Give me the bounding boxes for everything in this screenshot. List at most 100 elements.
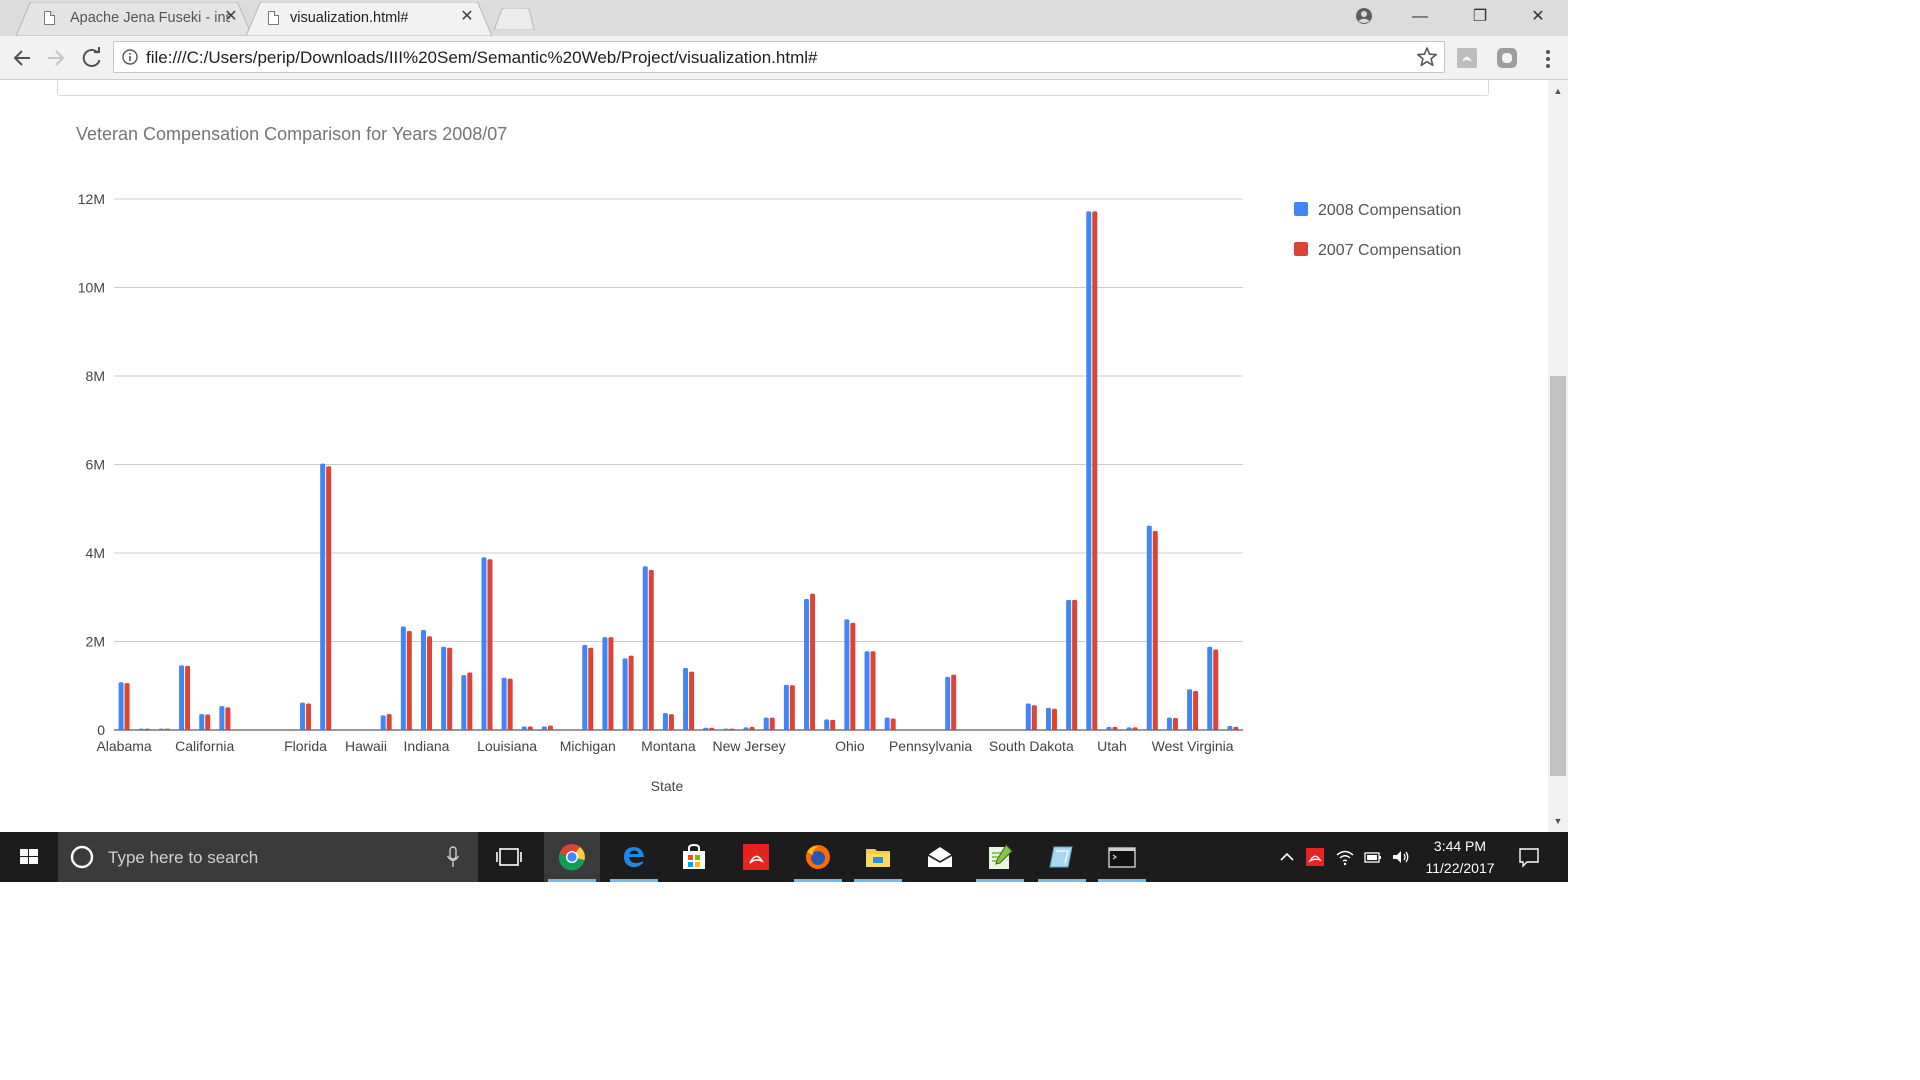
bar-2007[interactable] xyxy=(1233,726,1239,730)
bar-2008[interactable] xyxy=(1106,726,1112,730)
bar-2008[interactable] xyxy=(703,727,709,730)
bar-2007[interactable] xyxy=(689,671,695,730)
tab-close-icon[interactable]: ✕ xyxy=(460,8,474,25)
edge-taskbar-app[interactable] xyxy=(606,832,662,882)
window-close-button[interactable]: ✕ xyxy=(1531,8,1545,25)
tab-visualization[interactable]: visualization.html# ✕ xyxy=(246,2,492,36)
bar-2008[interactable] xyxy=(602,637,608,730)
bar-2008[interactable] xyxy=(400,626,406,730)
bar-2007[interactable] xyxy=(1051,708,1057,730)
bar-2007[interactable] xyxy=(870,651,876,730)
url-text[interactable]: file:///C:/Users/perip/Downloads/III%20S… xyxy=(146,48,818,67)
forward-button[interactable] xyxy=(42,44,70,72)
bar-2007[interactable] xyxy=(447,647,453,730)
reload-button[interactable] xyxy=(78,44,106,72)
bar-2007[interactable] xyxy=(749,726,755,730)
bar-2007[interactable] xyxy=(185,665,191,730)
bar-2007[interactable] xyxy=(769,717,775,730)
cortana-icon[interactable] xyxy=(70,845,94,869)
bar-2007[interactable] xyxy=(467,672,473,730)
bar-2008[interactable] xyxy=(521,726,527,730)
wifi-icon[interactable] xyxy=(1336,848,1354,866)
bar-2007[interactable] xyxy=(729,728,735,730)
bar-2007[interactable] xyxy=(1172,718,1178,730)
task-view-icon[interactable] xyxy=(494,844,524,870)
back-button[interactable] xyxy=(8,44,36,72)
bar-2007[interactable] xyxy=(406,630,412,730)
bar-2007[interactable] xyxy=(507,678,513,730)
tab-fuseki[interactable]: Apache Jena Fuseki - insp ✕ xyxy=(16,2,252,36)
pdf-extension-icon[interactable] xyxy=(1456,47,1478,69)
chrome-taskbar-app[interactable] xyxy=(544,832,600,882)
bar-2007[interactable] xyxy=(124,683,130,730)
bar-2008[interactable] xyxy=(824,719,830,730)
minimize-button[interactable]: — xyxy=(1412,8,1428,25)
new-tab-button[interactable] xyxy=(492,8,536,30)
bar-2008[interactable] xyxy=(945,676,951,730)
app-taskbar-item[interactable] xyxy=(1034,832,1090,882)
command-prompt-taskbar-app[interactable] xyxy=(1094,832,1150,882)
bar-2008[interactable] xyxy=(118,682,124,730)
bar-2007[interactable] xyxy=(527,726,533,730)
bar-2007[interactable] xyxy=(890,718,896,730)
bar-2007[interactable] xyxy=(810,593,816,730)
info-icon[interactable] xyxy=(122,49,138,65)
bookmark-star-icon[interactable] xyxy=(1416,46,1438,68)
acrobat-taskbar-app[interactable] xyxy=(728,832,784,882)
bar-2008[interactable] xyxy=(1066,599,1072,730)
bar-2007[interactable] xyxy=(144,728,150,730)
clock-date[interactable]: 11/22/2017 xyxy=(1425,860,1495,876)
bar-2007[interactable] xyxy=(164,728,170,730)
bar-2007[interactable] xyxy=(306,703,312,730)
bar-2008[interactable] xyxy=(582,645,588,730)
bar-2008[interactable] xyxy=(804,599,810,730)
bar-2007[interactable] xyxy=(709,727,715,730)
vertical-scrollbar[interactable]: ▲ ▼ xyxy=(1548,80,1568,832)
bar-2007[interactable] xyxy=(1031,705,1037,730)
acrobat-tray-icon[interactable] xyxy=(1306,848,1324,866)
bar-2008[interactable] xyxy=(1146,525,1152,730)
bar-2008[interactable] xyxy=(320,463,326,730)
bar-2008[interactable] xyxy=(1227,726,1233,730)
bar-2007[interactable] xyxy=(547,725,553,730)
bar-2008[interactable] xyxy=(723,728,729,730)
bar-2008[interactable] xyxy=(199,714,205,730)
bar-2008[interactable] xyxy=(1086,211,1092,730)
scroll-thumb[interactable] xyxy=(1550,376,1566,776)
bar-2007[interactable] xyxy=(386,714,392,730)
bar-2008[interactable] xyxy=(763,717,769,730)
bar-2007[interactable] xyxy=(426,636,432,730)
bar-2007[interactable] xyxy=(1092,211,1098,730)
bar-2008[interactable] xyxy=(158,728,164,730)
notepadpp-taskbar-app[interactable] xyxy=(972,832,1028,882)
bar-2008[interactable] xyxy=(138,728,144,730)
bar-2008[interactable] xyxy=(1045,707,1051,730)
bar-2008[interactable] xyxy=(1166,717,1172,730)
bar-2008[interactable] xyxy=(420,629,426,730)
tab-close-icon[interactable]: ✕ xyxy=(224,8,238,25)
restore-button[interactable]: ❐ xyxy=(1472,8,1488,25)
bar-2008[interactable] xyxy=(884,717,890,730)
bar-2008[interactable] xyxy=(783,684,789,730)
bar-2008[interactable] xyxy=(441,646,447,730)
bar-2007[interactable] xyxy=(1112,726,1118,730)
bar-2008[interactable] xyxy=(1025,703,1031,730)
bar-2008[interactable] xyxy=(743,727,749,730)
bar-2007[interactable] xyxy=(225,707,231,730)
volume-icon[interactable] xyxy=(1392,848,1410,866)
action-center-icon[interactable] xyxy=(1518,846,1540,868)
taskbar-search-box[interactable]: Type here to search xyxy=(58,832,478,882)
bar-2008[interactable] xyxy=(844,619,850,730)
firefox-taskbar-app[interactable] xyxy=(790,832,846,882)
bar-2007[interactable] xyxy=(487,559,493,730)
battery-icon[interactable] xyxy=(1364,848,1382,866)
bar-2008[interactable] xyxy=(219,706,225,730)
mail-taskbar-app[interactable] xyxy=(912,832,968,882)
scroll-down-arrow-icon[interactable]: ▼ xyxy=(1553,816,1563,826)
bar-2008[interactable] xyxy=(1207,646,1213,730)
bar-2007[interactable] xyxy=(608,637,614,730)
bar-2007[interactable] xyxy=(588,647,594,730)
bar-2007[interactable] xyxy=(628,655,634,730)
bar-2007[interactable] xyxy=(648,569,654,730)
address-bar[interactable]: file:///C:/Users/perip/Downloads/III%20S… xyxy=(113,41,1445,73)
